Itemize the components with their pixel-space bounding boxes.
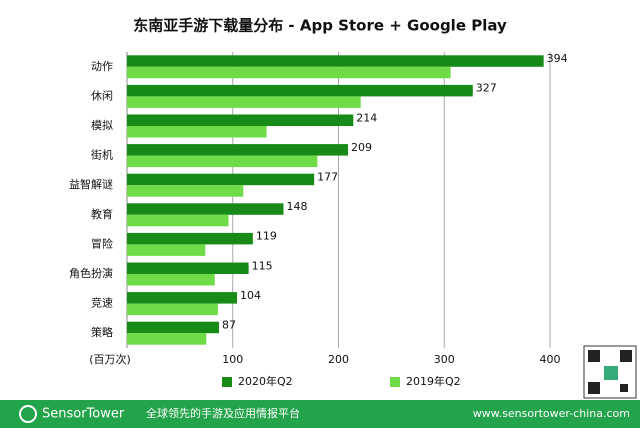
data-label: 214 bbox=[356, 111, 377, 124]
data-label: 209 bbox=[351, 141, 372, 154]
x-tick-label: 200 bbox=[328, 353, 349, 366]
chart-title: 东南亚手游下载量分布 - App Store + Google Play bbox=[133, 17, 507, 35]
bar bbox=[127, 173, 315, 186]
bar bbox=[127, 96, 361, 108]
x-axis-label: (百万次) bbox=[89, 352, 131, 366]
data-label: 104 bbox=[240, 289, 261, 302]
y-tick-label: 策略 bbox=[91, 325, 113, 339]
bar bbox=[127, 144, 349, 156]
data-label: 177 bbox=[317, 170, 338, 183]
data-label: 148 bbox=[287, 200, 308, 213]
x-tick-label: 100 bbox=[222, 353, 243, 366]
bar bbox=[127, 333, 207, 345]
legend-label: 2019年Q2 bbox=[406, 374, 461, 388]
bar bbox=[127, 321, 220, 334]
qr-code bbox=[583, 345, 637, 399]
legend-swatch bbox=[390, 377, 400, 387]
bar bbox=[127, 232, 253, 245]
bar bbox=[127, 244, 206, 256]
logo-icon bbox=[19, 405, 37, 423]
bar bbox=[127, 274, 215, 286]
y-tick-label: 竞速 bbox=[91, 296, 113, 310]
bar bbox=[127, 84, 473, 97]
footer-band bbox=[0, 400, 640, 428]
x-tick-label: 400 bbox=[540, 353, 561, 366]
y-tick-label: 动作 bbox=[91, 60, 113, 73]
footer-brand: SensorTower bbox=[42, 407, 125, 422]
bar bbox=[127, 55, 544, 67]
x-tick-label: 300 bbox=[434, 353, 455, 366]
bar bbox=[127, 126, 267, 138]
y-tick-label: 益智解谜 bbox=[69, 177, 113, 191]
footer-url: www.sensortower-china.com bbox=[473, 407, 630, 420]
data-label: 327 bbox=[476, 82, 497, 95]
bar bbox=[127, 155, 318, 168]
y-tick-label: 街机 bbox=[91, 148, 113, 162]
y-tick-label: 休闲 bbox=[91, 88, 113, 102]
bar bbox=[127, 214, 229, 227]
y-tick-label: 角色扮演 bbox=[69, 266, 113, 280]
legend-swatch bbox=[222, 377, 232, 387]
bar bbox=[127, 262, 249, 274]
data-label: 87 bbox=[222, 318, 236, 331]
bar bbox=[127, 203, 284, 215]
footer-slogan: 全球领先的手游及应用情报平台 bbox=[146, 406, 300, 420]
data-label: 115 bbox=[252, 259, 273, 272]
y-tick-label: 教育 bbox=[91, 207, 113, 221]
legend-label: 2020年Q2 bbox=[238, 374, 293, 388]
bar bbox=[127, 303, 218, 316]
bar bbox=[127, 114, 354, 126]
y-tick-label: 冒险 bbox=[91, 236, 113, 250]
bar bbox=[127, 66, 451, 79]
data-label: 394 bbox=[547, 52, 568, 65]
y-tick-label: 模拟 bbox=[91, 118, 113, 132]
bar bbox=[127, 292, 237, 304]
data-label: 119 bbox=[256, 230, 277, 243]
bar bbox=[127, 185, 244, 197]
